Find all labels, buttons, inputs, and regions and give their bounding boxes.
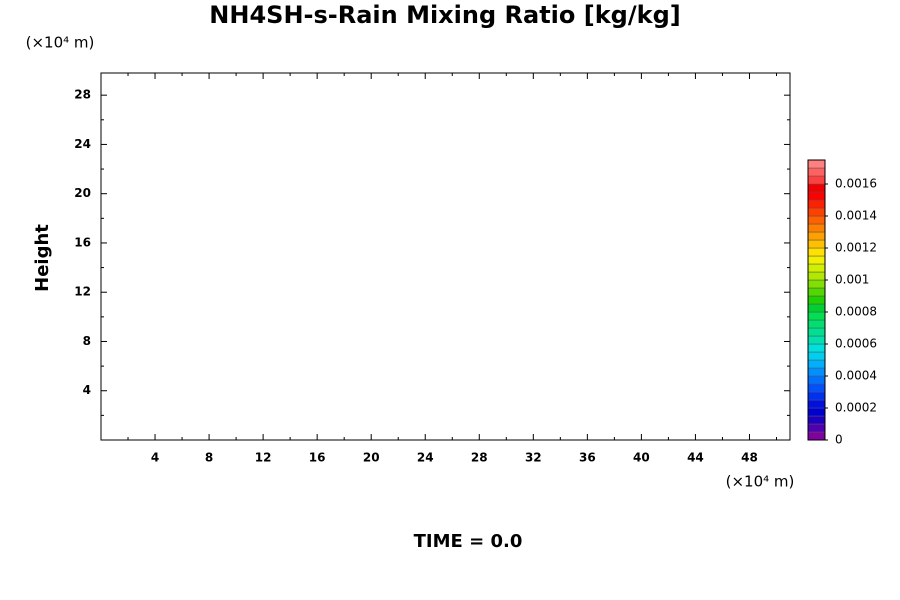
x-tick-label: 12 xyxy=(255,451,272,465)
y-label: Height xyxy=(32,224,53,292)
colorbar-band xyxy=(807,335,826,345)
colorbar-tick-label: 0.0016 xyxy=(835,177,877,191)
colorbar-tick-label: 0.0006 xyxy=(835,337,877,351)
colorbar-tick-label: 0.0004 xyxy=(835,369,877,383)
colorbar-band xyxy=(807,399,826,409)
colorbar-band xyxy=(807,359,826,369)
colorbar-band xyxy=(807,239,826,249)
x-tick-label: 32 xyxy=(525,451,542,465)
y-tick-label: 24 xyxy=(74,137,91,151)
colorbar-band xyxy=(807,215,826,225)
colorbar-band xyxy=(807,327,826,337)
colorbar-frame xyxy=(807,159,826,441)
y-unit: (×10⁴ m) xyxy=(26,34,95,52)
colorbar-band xyxy=(807,223,826,233)
y-tick-label: 8 xyxy=(83,334,91,348)
x-tick-label: 44 xyxy=(687,451,704,465)
x-tick-label: 28 xyxy=(471,451,488,465)
y-tick-label: 4 xyxy=(83,383,91,397)
colorbar-band xyxy=(807,367,826,377)
colorbar-band xyxy=(807,199,826,209)
x-tick-label: 24 xyxy=(417,451,434,465)
y-tick-label: 28 xyxy=(74,88,91,102)
colorbar-band xyxy=(807,391,826,401)
colorbar-band xyxy=(807,279,826,289)
colorbar-band xyxy=(807,311,826,321)
colorbar-band xyxy=(807,343,826,353)
x-tick-label: 36 xyxy=(579,451,596,465)
x-tick-label: 8 xyxy=(205,451,213,465)
footer: TIME = 0.0 xyxy=(414,531,523,552)
colorbar-band xyxy=(807,423,826,433)
x-unit: (×10⁴ m) xyxy=(726,473,795,491)
plot-frame xyxy=(100,72,791,441)
colorbar-band xyxy=(807,191,826,201)
colorbar-band xyxy=(807,271,826,281)
colorbar-band xyxy=(807,255,826,265)
colorbar-tick-label: 0.0008 xyxy=(835,305,877,319)
colorbar-band xyxy=(807,247,826,257)
colorbar-tick-label: 0.0014 xyxy=(835,209,877,223)
colorbar-tick-label: 0 xyxy=(835,433,843,447)
colorbar-band xyxy=(807,415,826,425)
colorbar-band xyxy=(807,263,826,273)
colorbar-band xyxy=(807,303,826,313)
colorbar-band xyxy=(807,383,826,393)
colorbar-band xyxy=(807,295,826,305)
x-tick-label: 40 xyxy=(633,451,650,465)
colorbar-band xyxy=(807,319,826,329)
y-tick-label: 12 xyxy=(74,285,91,299)
x-tick-label: 20 xyxy=(363,451,380,465)
x-tick-label: 16 xyxy=(309,451,326,465)
colorbar-tick-label: 0.0012 xyxy=(835,241,877,255)
chart-title: NH4SH-s-Rain Mixing Ratio [kg/kg] xyxy=(209,1,680,29)
x-tick-label: 48 xyxy=(741,451,758,465)
colorbar-band xyxy=(807,159,826,169)
x-tick-label: 4 xyxy=(151,451,159,465)
colorbar-tick-label: 0.0002 xyxy=(835,401,877,415)
colorbar-tick-label: 0.001 xyxy=(835,273,869,287)
colorbar-band xyxy=(807,183,826,193)
colorbar-band xyxy=(807,287,826,297)
y-tick-label: 16 xyxy=(74,235,91,249)
colorbar-band xyxy=(807,375,826,385)
colorbar-band xyxy=(807,407,826,417)
colorbar-band xyxy=(807,175,826,185)
colorbar-band xyxy=(807,231,826,241)
y-tick-label: 20 xyxy=(74,186,91,200)
colorbar-band xyxy=(807,167,826,177)
colorbar-band xyxy=(807,351,826,361)
colorbar-band xyxy=(807,431,826,441)
colorbar-band xyxy=(807,207,826,217)
